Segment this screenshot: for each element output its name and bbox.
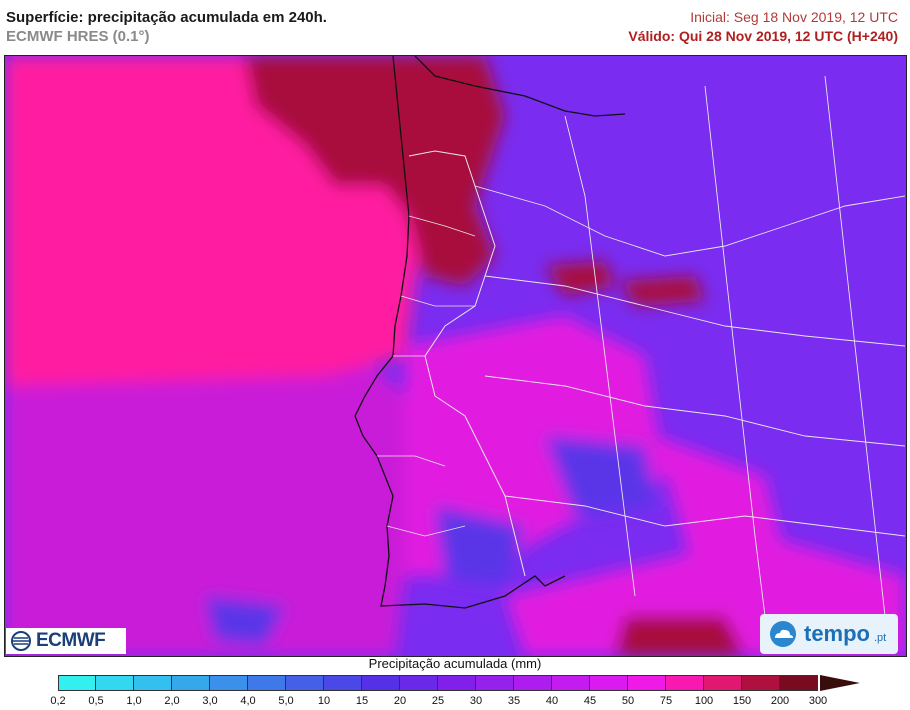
- legend-tick: 45: [583, 695, 597, 707]
- legend-tick: 300: [808, 695, 828, 707]
- legend-tick: 25: [431, 695, 445, 707]
- field-low-southwest: [435, 506, 525, 586]
- district-borders-portugal: [377, 215, 476, 537]
- legend-swatch: [362, 675, 400, 691]
- field-heavy-inland: [545, 261, 615, 296]
- field-low-center: [545, 436, 655, 516]
- legend-swatch: [742, 675, 780, 691]
- region-border-5: [564, 115, 636, 597]
- legend-tick: 5,0: [278, 695, 294, 707]
- legend-swatch: [704, 675, 742, 691]
- tempo-logo-text: tempo: [804, 621, 870, 646]
- legend-swatch: [172, 675, 210, 691]
- legend-swatch: [438, 675, 476, 691]
- legend-tick: 150: [732, 695, 752, 707]
- legend-swatch: [476, 675, 514, 691]
- legend-color-bar: [58, 675, 818, 691]
- field-heavy-northwest: [245, 56, 505, 236]
- legend-overflow-arrow: [820, 675, 860, 691]
- coastline-north: [414, 56, 626, 117]
- legend-swatch: [628, 675, 666, 691]
- legend-swatch: [590, 675, 628, 691]
- legend-swatch: [666, 675, 704, 691]
- legend-tick: 3,0: [202, 695, 218, 707]
- legend-tick: 10: [317, 695, 331, 707]
- border-portugal-spain: [408, 150, 526, 577]
- legend-swatch: [400, 675, 438, 691]
- tempo-pt-logo: tempo .pt: [760, 614, 898, 654]
- legend-swatch: [58, 675, 96, 691]
- legend-tick: 20: [393, 695, 407, 707]
- legend-swatch: [248, 675, 286, 691]
- legend-tick: 1,0: [126, 695, 142, 707]
- legend-tick: 0,2: [50, 695, 66, 707]
- region-border-7: [824, 75, 886, 617]
- legend-swatch: [514, 675, 552, 691]
- field-heavy-south: [615, 616, 745, 656]
- legend-swatch: [210, 675, 248, 691]
- legend-swatch: [780, 675, 818, 691]
- legend-swatch: [324, 675, 362, 691]
- legend-tick-labels: 0,2 0,5 1,0 2,0 3,0 4,0 5,0 10 15 20 25 30 35 40 45 50 7…: [0, 695, 910, 709]
- ecmwf-emblem-icon: [11, 631, 31, 651]
- header-right: Inicial: Seg 18 Nov 2019, 12 UTC Válido:…: [628, 8, 898, 46]
- ecmwf-logo: ECMWF: [6, 628, 126, 654]
- field-magenta-east: [655, 436, 785, 576]
- region-border-4: [504, 495, 906, 537]
- legend-title: Precipitação acumulada (mm): [368, 656, 542, 671]
- legend-tick: 2,0: [164, 695, 180, 707]
- map-svg: [5, 56, 906, 656]
- legend-tick: 200: [770, 695, 790, 707]
- field-ocean-south: [5, 336, 425, 656]
- legend-swatch: [552, 675, 590, 691]
- legend-tick: 35: [507, 695, 521, 707]
- ecmwf-logo-text: ECMWF: [36, 630, 106, 651]
- field-heavy-inland-2: [620, 276, 705, 306]
- legend-swatch: [96, 675, 134, 691]
- legend-tick: 40: [545, 695, 559, 707]
- cloud-icon: [770, 621, 796, 647]
- header-left: Superfície: precipitação acumulada em 24…: [6, 8, 327, 46]
- legend-tick: 4,0: [240, 695, 256, 707]
- region-border-3: [484, 375, 906, 447]
- legend-tick: 15: [355, 695, 369, 707]
- legend-tick: 100: [694, 695, 714, 707]
- field-heavy-coast: [405, 206, 495, 286]
- tempo-logo-suffix: .pt: [874, 632, 887, 644]
- field-low-ocean: [205, 596, 285, 646]
- model-subtitle: ECMWF HRES (0.1°): [6, 28, 150, 45]
- legend-swatch: [134, 675, 172, 691]
- legend-tick: 0,5: [88, 695, 104, 707]
- legend-tick: 30: [469, 695, 483, 707]
- region-border-2: [484, 275, 906, 347]
- valid-time: Válido: Qui 28 Nov 2019, 12 UTC (H+240): [628, 28, 898, 44]
- field-magenta-center: [405, 316, 665, 576]
- map-title: Superfície: precipitação acumulada em 24…: [6, 9, 327, 26]
- initial-time: Inicial: Seg 18 Nov 2019, 12 UTC: [690, 9, 898, 25]
- coastline-iberia-west: [354, 56, 566, 609]
- legend-tick: 50: [621, 695, 635, 707]
- precip-fields: [5, 56, 905, 656]
- legend-tick: 75: [659, 695, 673, 707]
- region-border-1: [474, 185, 906, 257]
- region-border-6: [704, 85, 766, 617]
- legend-swatch: [286, 675, 324, 691]
- precipitation-map: [4, 55, 907, 657]
